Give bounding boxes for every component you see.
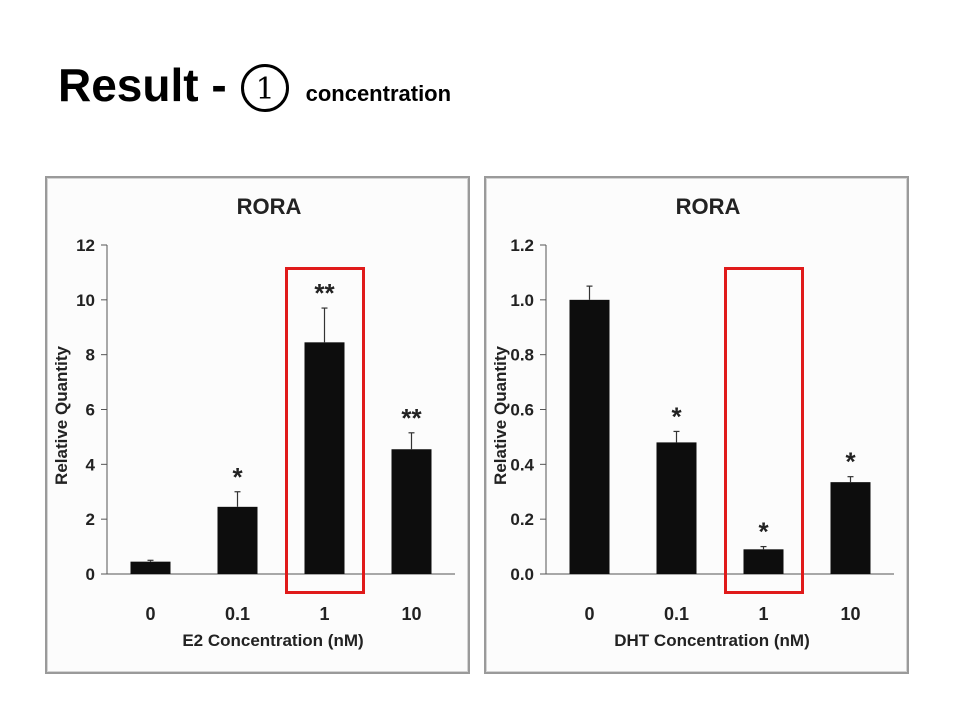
y-tick-label: 12 [76, 236, 95, 255]
circled-number: 1 [255, 72, 275, 107]
highlight-box [723, 267, 804, 594]
x-axis-label: E2 Concentration (nM) [182, 631, 363, 650]
bar-1 [743, 549, 784, 574]
y-tick-label: 4 [86, 455, 96, 474]
bar-0_1 [656, 442, 697, 574]
chart-title: RORA [237, 194, 302, 219]
bar-0 [130, 561, 171, 574]
x-tick-label: 0.1 [225, 604, 250, 624]
y-tick-label: 0 [86, 565, 95, 584]
slide-title-sub: concentration [305, 81, 452, 106]
chart-svg: RORA 0 2 4 6 8 10 12 Relative Quantity 0 * 0.1 ** 1 **… [52, 194, 455, 650]
bar-0 [569, 299, 610, 574]
x-tick-label: 0 [584, 604, 594, 624]
chart-panel-dht: RORA 0.0 0.2 0.4 0.6 0.8 1.0 1.2 Relative Quanti… [484, 176, 909, 674]
x-tick-label: 1 [758, 604, 768, 624]
x-tick-label: 0.1 [664, 604, 689, 624]
x-tick-label: 10 [401, 604, 421, 624]
y-axis-label: Relative Quantity [52, 346, 71, 485]
bar-10 [391, 449, 432, 574]
x-tick-label: 0 [145, 604, 155, 624]
highlight-box [284, 267, 365, 594]
significance-marker: ** [314, 278, 335, 308]
y-tick-label: 1.2 [510, 236, 534, 255]
y-tick-label: 0.6 [510, 401, 534, 420]
bar-1 [304, 342, 345, 574]
y-axis-label: Relative Quantity [491, 346, 510, 485]
chart-title: RORA [676, 194, 741, 219]
y-tick-label: 0.0 [510, 565, 534, 584]
significance-marker: ** [401, 403, 422, 433]
slide-title: Result - 1 concentration [58, 58, 451, 112]
bar-10 [830, 482, 871, 574]
y-tick-label: 2 [86, 510, 95, 529]
circled-number-icon: 1 [241, 64, 290, 112]
chart-svg: RORA 0.0 0.2 0.4 0.6 0.8 1.0 1.2 Relative Quanti… [491, 194, 894, 650]
bar-0_1 [217, 506, 258, 574]
x-tick-label: 1 [319, 604, 329, 624]
y-tick-label: 1.0 [510, 291, 534, 310]
y-tick-label: 6 [86, 401, 95, 420]
x-tick-label: 10 [840, 604, 860, 624]
y-tick-label: 0.4 [510, 455, 534, 474]
significance-marker: * [671, 401, 682, 431]
y-tick-label: 10 [76, 291, 95, 310]
slide-title-main: Result - [58, 59, 227, 111]
significance-marker: * [232, 462, 243, 492]
x-axis-label: DHT Concentration (nM) [614, 631, 809, 650]
chart-panel-e2: RORA 0 2 4 6 8 10 12 Relative Quantity 0 * 0.1 ** 1 **… [45, 176, 470, 674]
y-tick-label: 0.2 [510, 510, 534, 529]
y-tick-label: 0.8 [510, 346, 534, 365]
significance-marker: * [758, 517, 769, 547]
y-tick-label: 8 [86, 346, 95, 365]
significance-marker: * [845, 447, 856, 477]
